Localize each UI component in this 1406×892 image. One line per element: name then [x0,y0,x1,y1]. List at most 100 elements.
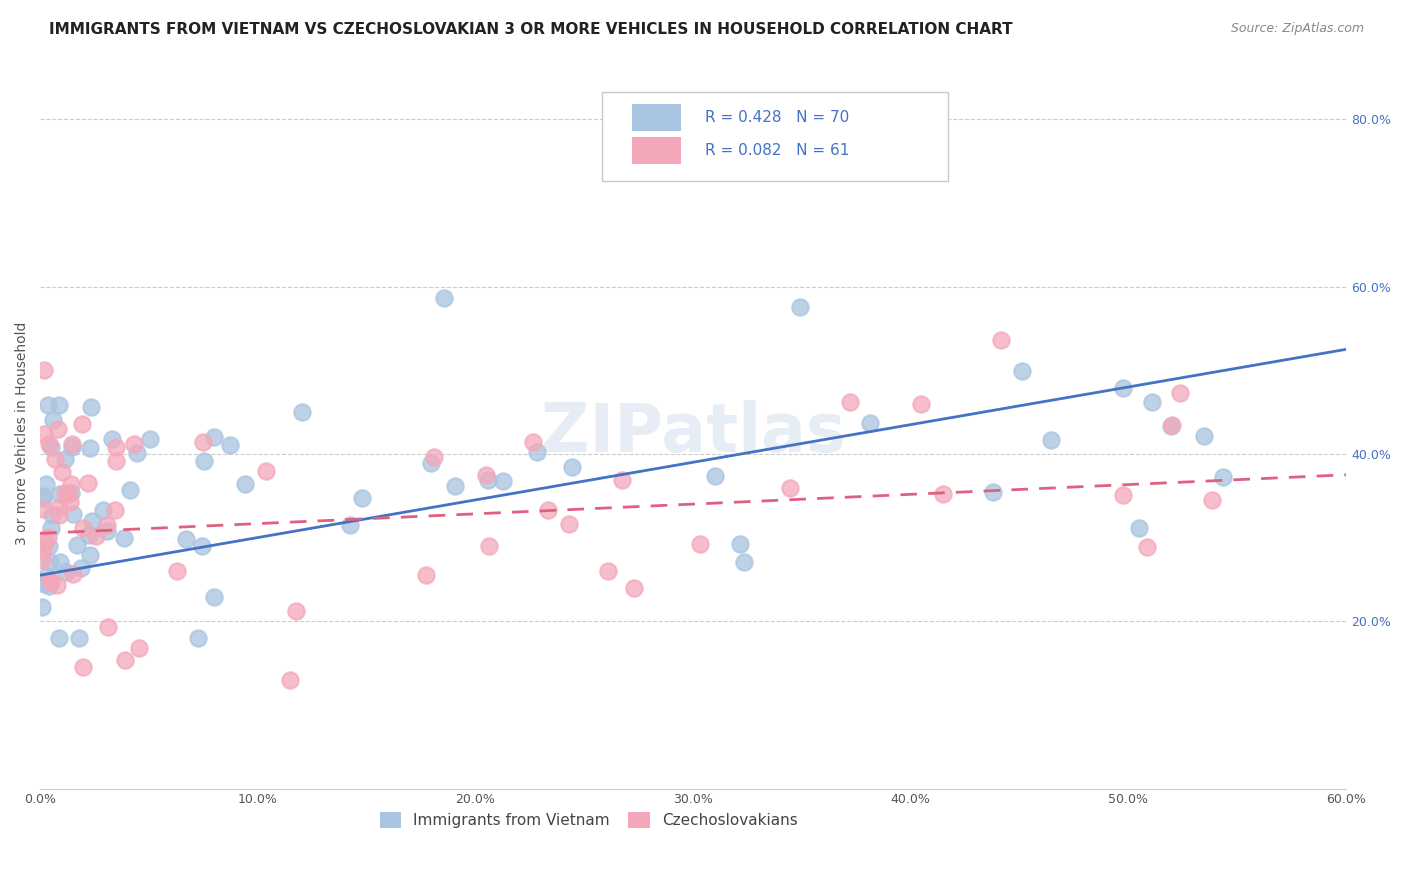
Point [478,539,501,553]
Point [55,566,77,580]
Point [291,405,314,419]
Point [598,564,620,578]
Point [193,454,215,468]
Point [415,568,437,582]
Point [67,631,90,645]
Point [1128,520,1150,534]
Point [79,548,101,562]
Point [31,489,53,503]
Point [558,517,581,532]
Point [433,291,456,305]
Point [48,500,70,514]
Point [41,508,63,523]
Point [84,528,107,542]
Point [60,440,83,454]
Point [124,436,146,450]
Point [202,430,225,444]
Point [72,660,94,674]
Point [537,503,560,517]
Point [39,573,62,587]
Point [1112,381,1135,395]
Point [219,438,242,452]
Point [910,397,932,411]
Point [38,436,60,450]
Point [114,653,136,667]
Point [32,363,55,377]
Point [59,486,82,500]
Point [77,475,100,490]
Point [689,537,711,551]
Point [31,600,53,615]
Point [932,486,955,500]
Point [79,442,101,456]
Point [193,435,215,450]
Point [37,397,59,411]
Point [284,604,307,618]
FancyBboxPatch shape [631,137,682,164]
Point [176,532,198,546]
Point [48,399,70,413]
Point [728,537,751,551]
Point [44,452,66,467]
Point [1212,470,1234,484]
Point [990,333,1012,347]
Point [91,503,114,517]
FancyBboxPatch shape [631,104,682,131]
Point [623,582,645,596]
Point [69,561,91,575]
Point [59,477,82,491]
Point [859,416,882,430]
Point [839,394,862,409]
Point [1160,418,1182,433]
Text: IMMIGRANTS FROM VIETNAM VS CZECHOSLOVAKIAN 3 OR MORE VEHICLES IN HOUSEHOLD CORRE: IMMIGRANTS FROM VIETNAM VS CZECHOSLOVAKI… [49,22,1012,37]
Point [49,487,72,501]
Point [38,539,60,553]
Point [423,450,446,464]
Point [118,483,141,497]
Point [1192,429,1215,443]
FancyBboxPatch shape [602,92,948,180]
Point [48,631,70,645]
Point [97,620,120,634]
Point [1160,418,1182,433]
Point [733,555,755,569]
Point [59,494,82,508]
Point [35,477,58,491]
Point [779,481,801,495]
Point [419,456,441,470]
Legend: Immigrants from Vietnam, Czechoslovakians: Immigrants from Vietnam, Czechoslovakian… [374,806,804,834]
Point [53,485,76,500]
Point [49,555,72,569]
Point [51,465,73,479]
Point [56,487,79,501]
Point [32,427,55,442]
Point [789,300,811,314]
Point [526,445,548,459]
Point [1011,364,1033,378]
Point [32,491,55,506]
Point [80,514,103,528]
Point [32,543,55,558]
Point [66,538,89,552]
Point [477,473,499,487]
Point [72,521,94,535]
Point [1168,385,1191,400]
Point [39,521,62,535]
Point [100,432,122,446]
Point [42,413,65,427]
Point [77,528,100,542]
Point [48,508,70,522]
Point [62,567,84,582]
Point [138,432,160,446]
Point [981,484,1004,499]
Point [278,673,301,687]
Point [39,555,62,569]
Text: Source: ZipAtlas.com: Source: ZipAtlas.com [1230,22,1364,36]
Point [112,531,135,545]
Point [62,507,84,521]
Point [104,454,127,468]
Point [233,477,256,491]
Point [105,440,128,454]
Point [80,400,103,414]
Text: R = 0.428   N = 70: R = 0.428 N = 70 [704,111,849,126]
